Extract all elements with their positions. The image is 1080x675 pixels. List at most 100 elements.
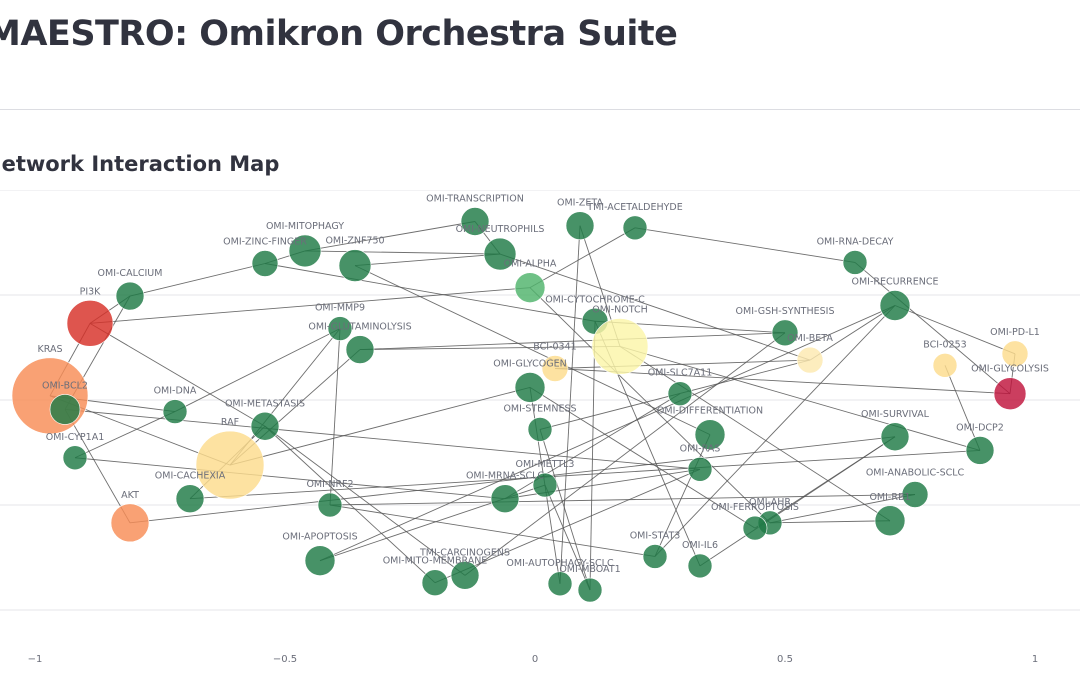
node-label-omi-zinc-finger: OMI-ZINC-FINGER — [223, 237, 307, 248]
edge-67 — [619, 346, 981, 451]
node-omi-mettl3[interactable] — [532, 472, 558, 498]
node-omi-zeta[interactable] — [565, 211, 595, 241]
node-bci-0341[interactable] — [541, 355, 569, 382]
node-omi-autophagy-sclc[interactable] — [547, 571, 573, 597]
edge-11 — [129, 436, 896, 524]
network-chart[interactable]: KRAS PI3K OMI-CALCIUM OMI-BCL2 OMI-CYP1A1 AKT… — [0, 190, 1080, 675]
node-tmi-acetaldehyde[interactable] — [622, 215, 648, 241]
edge-52 — [809, 305, 896, 361]
node-omi-slc7a11[interactable] — [667, 381, 693, 406]
edge-12 — [174, 328, 341, 412]
tick-layer: −1 −0.5 0 0.5 1 — [28, 654, 1039, 665]
node-omi-transcription[interactable] — [460, 207, 490, 236]
node-label-omi-survival: OMI-SURVIVAL — [861, 409, 930, 420]
edge-3 — [89, 287, 531, 324]
node-omi-beta[interactable] — [796, 346, 824, 374]
edge-63 — [319, 305, 896, 562]
node-pi3k[interactable] — [66, 300, 114, 347]
node-label-omi-cytochrome-c: OMI-CYTOCHROME-C — [545, 294, 645, 305]
node-akt[interactable] — [110, 503, 150, 543]
node-label-omi-cyp1a1: OMI-CYP1A1 — [46, 432, 105, 443]
node-layer — [11, 207, 1029, 603]
node-omi-anabolic-sclc[interactable] — [901, 481, 929, 508]
node-label-omi-mboat1: OMI-MBOAT1 — [559, 564, 620, 575]
node-omi-neutrophils[interactable] — [483, 237, 517, 271]
node-label-omi-neutrophils: OMI-NEUTROPHILS — [456, 224, 545, 235]
node-label-omi-dna: OMI-DNA — [154, 386, 197, 397]
x-tick-label-0: −1 — [28, 654, 43, 665]
node-label-bci-0253: BCI-0253 — [923, 339, 966, 350]
x-tick-label-2: 0 — [532, 654, 538, 665]
node-omi-notch[interactable] — [591, 318, 649, 375]
node-omi-mrna-sclc[interactable] — [490, 484, 520, 514]
node-omi-pd-l1[interactable] — [1001, 340, 1029, 368]
node-label-akt: AKT — [121, 490, 139, 501]
edge-33 — [529, 227, 636, 289]
node-label-omi-stemness: OMI-STEMNESS — [503, 403, 576, 414]
node-omi-mito-membrane[interactable] — [421, 569, 449, 597]
node-label-omi-alpha: OMI-ALPHA — [504, 259, 557, 270]
node-omi-zinc-finger[interactable] — [251, 250, 279, 277]
node-omi-nrf2[interactable] — [317, 492, 343, 518]
edge-54 — [654, 305, 896, 557]
node-raf[interactable] — [195, 430, 265, 500]
node-omi-gsh-synthesis[interactable] — [771, 319, 799, 347]
node-omi-ferroptosis[interactable] — [742, 515, 768, 541]
node-omi-calcium[interactable] — [115, 281, 145, 311]
edge-32 — [634, 227, 856, 263]
edge-51 — [854, 262, 1011, 395]
node-label-omi-cachexia: OMI-CACHEXIA — [155, 471, 226, 482]
node-omi-cyp1a1[interactable] — [62, 445, 88, 471]
edge-37 — [554, 368, 1011, 395]
node-omi-survival[interactable] — [880, 422, 910, 452]
node-bci-0253[interactable] — [932, 353, 958, 378]
node-label-omi-beta: OMI-BETA — [787, 333, 833, 344]
edge-40 — [529, 387, 756, 529]
node-tmi-carcinogens[interactable] — [450, 561, 480, 590]
node-label-kras: KRAS — [38, 344, 63, 355]
node-omi-glycogen[interactable] — [514, 372, 546, 403]
node-omi-glutaminolysis[interactable] — [345, 335, 375, 364]
node-label-omi-glutaminolysis: OMI-GLUTAMINOLYSIS — [308, 322, 411, 333]
node-omi-dna[interactable] — [162, 399, 188, 424]
node-label-omi-nrf2: OMI-NRF2 — [306, 479, 353, 490]
node-omi-differentiation[interactable] — [694, 419, 726, 450]
edge-21 — [359, 346, 621, 351]
node-omi-bcl2[interactable] — [49, 394, 81, 425]
node-label-omi-zeta: OMI-ZETA — [557, 198, 603, 209]
node-omi-recurrence[interactable] — [879, 290, 911, 321]
node-omi-stat3[interactable] — [642, 544, 668, 569]
node-omi-il6[interactable] — [687, 553, 713, 579]
node-omi-cachexia[interactable] — [175, 484, 205, 514]
node-omi-rna-decay[interactable] — [842, 250, 868, 275]
node-omi-dcp2[interactable] — [965, 436, 995, 465]
node-omi-stemness[interactable] — [527, 417, 553, 442]
edge-9 — [74, 411, 176, 459]
node-omi-glycolysis[interactable] — [993, 377, 1027, 410]
node-label-omi-mmp9: OMI-MMP9 — [315, 303, 365, 314]
node-omi-apoptosis[interactable] — [304, 545, 336, 576]
grid-layer — [0, 190, 1080, 611]
node-omi-alpha[interactable] — [514, 272, 546, 303]
node-omi-metastasis[interactable] — [250, 411, 280, 441]
node-label-omi-mettl3: OMI-METTL3 — [516, 459, 575, 470]
edge-59 — [769, 494, 916, 524]
node-omi-znf750[interactable] — [338, 249, 372, 282]
node-label-omi-rna-decay: OMI-RNA-DECAY — [817, 236, 894, 247]
node-kras[interactable] — [11, 357, 89, 435]
node-label-omi-apoptosis: OMI-APOPTOSIS — [282, 532, 357, 543]
node-omi-mmp9[interactable] — [327, 316, 353, 341]
node-omi-mitophagy[interactable] — [288, 234, 322, 268]
node-label-omi-anabolic-sclc: OMI-ANABOLIC-SCLC — [866, 468, 965, 479]
node-omi-ras[interactable] — [687, 456, 713, 482]
node-label-omi-ferroptosis: OMI-FERROPTOSIS — [711, 502, 799, 513]
edge-53 — [894, 305, 1016, 355]
node-label-omi-pd-l1: OMI-PD-L1 — [990, 327, 1040, 338]
node-omi-mboat1[interactable] — [577, 577, 603, 603]
edge-24 — [264, 263, 596, 322]
node-omi-rb1[interactable] — [874, 505, 906, 537]
node-label-omi-ahr: OMI-AHR — [749, 497, 791, 508]
node-label-omi-glycolysis: OMI-GLYCOLYSIS — [971, 364, 1049, 375]
x-tick-label-1: −0.5 — [273, 654, 297, 665]
node-label-omi-calcium: OMI-CALCIUM — [98, 268, 163, 279]
